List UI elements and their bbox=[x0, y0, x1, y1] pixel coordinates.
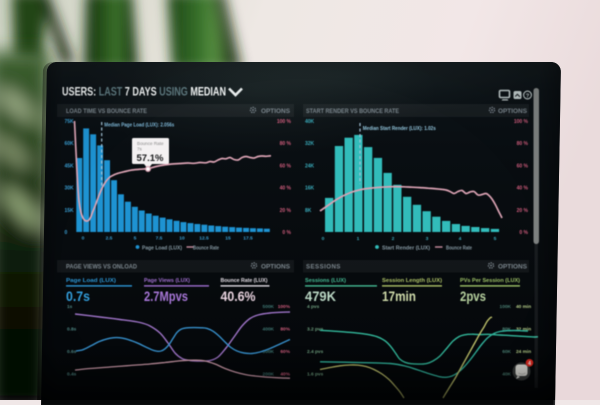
svg-text:?: ? bbox=[526, 94, 530, 100]
svg-text:40 %: 40 % bbox=[280, 186, 292, 192]
svg-text:17.5: 17.5 bbox=[243, 236, 253, 242]
svg-text:40.6%: 40.6% bbox=[221, 289, 256, 304]
svg-text:0 %: 0 % bbox=[519, 230, 528, 236]
svg-text:Bounce Rate: Bounce Rate bbox=[137, 141, 164, 146]
svg-text:Page Load (LUX): Page Load (LUX) bbox=[142, 246, 182, 252]
svg-text:60%: 60% bbox=[280, 349, 290, 355]
svg-text:15: 15 bbox=[225, 236, 231, 242]
svg-text:2.4 pvs: 2.4 pvs bbox=[307, 349, 324, 355]
svg-text:0.7s: 0.7s bbox=[66, 289, 90, 304]
svg-text:75K: 75K bbox=[65, 119, 75, 125]
svg-text:1.6 pvs: 1.6 pvs bbox=[307, 372, 324, 378]
svg-text:100%: 100% bbox=[278, 304, 291, 310]
svg-text:0.6s: 0.6s bbox=[67, 349, 77, 355]
svg-text:START RENDER VS BOUNCE RATE: START RENDER VS BOUNCE RATE bbox=[306, 108, 399, 115]
svg-text:24 min: 24 min bbox=[516, 349, 531, 355]
svg-text:20 %: 20 % bbox=[517, 208, 529, 214]
svg-text:5: 5 bbox=[134, 236, 137, 242]
svg-text:OPTIONS: OPTIONS bbox=[498, 108, 527, 115]
svg-text:4: 4 bbox=[528, 361, 531, 367]
svg-text:3: 3 bbox=[426, 236, 429, 242]
svg-text:7s: 7s bbox=[137, 147, 143, 152]
svg-text:SESSIONS: SESSIONS bbox=[306, 264, 341, 271]
svg-text:8K: 8K bbox=[305, 208, 312, 214]
svg-text:17min: 17min bbox=[382, 289, 416, 304]
svg-text:Median Page Load (LUX): 2.056s: Median Page Load (LUX): 2.056s bbox=[104, 123, 174, 129]
svg-text:0.8s: 0.8s bbox=[67, 327, 77, 333]
svg-text:0: 0 bbox=[322, 236, 325, 242]
svg-text:2pvs: 2pvs bbox=[460, 289, 486, 304]
svg-text:2.7Mpvs: 2.7Mpvs bbox=[144, 289, 188, 304]
svg-text:0: 0 bbox=[82, 236, 85, 242]
svg-text:500K: 500K bbox=[263, 304, 275, 310]
svg-text:20 %: 20 % bbox=[280, 208, 292, 214]
svg-text:Bounce Rate (LUX): Bounce Rate (LUX) bbox=[221, 278, 268, 284]
svg-text:OPTIONS: OPTIONS bbox=[261, 108, 290, 115]
svg-text:30K: 30K bbox=[65, 186, 75, 192]
svg-text:40 min: 40 min bbox=[516, 304, 531, 310]
svg-text:60 %: 60 % bbox=[280, 163, 292, 169]
svg-text:40K: 40K bbox=[305, 119, 315, 125]
svg-text:Bounce Rate: Bounce Rate bbox=[193, 246, 219, 252]
svg-text:Start Render (LUX): Start Render (LUX) bbox=[382, 246, 430, 252]
svg-text:100 %: 100 % bbox=[514, 119, 529, 125]
svg-text:OPTIONS: OPTIONS bbox=[498, 264, 527, 271]
svg-text:16K: 16K bbox=[305, 186, 315, 192]
svg-text:0: 0 bbox=[65, 230, 68, 236]
svg-text:0 %: 0 % bbox=[282, 230, 291, 236]
svg-text:Page Load (LUX): Page Load (LUX) bbox=[66, 278, 116, 284]
svg-text:1s: 1s bbox=[67, 304, 73, 310]
svg-text:24K: 24K bbox=[305, 163, 315, 169]
svg-text:15K: 15K bbox=[65, 208, 75, 214]
svg-text:80 %: 80 % bbox=[280, 141, 292, 147]
svg-text:100K: 100K bbox=[500, 304, 512, 310]
svg-text:400K: 400K bbox=[263, 327, 275, 333]
svg-text:10: 10 bbox=[179, 236, 185, 242]
svg-text:7.5: 7.5 bbox=[156, 236, 163, 242]
svg-text:2: 2 bbox=[392, 236, 395, 242]
svg-text:32K: 32K bbox=[305, 141, 315, 147]
svg-text:Median Start Render (LUX): 1.0: Median Start Render (LUX): 1.02s bbox=[363, 126, 436, 132]
svg-text:60K: 60K bbox=[502, 349, 511, 355]
svg-text:4: 4 bbox=[459, 236, 462, 242]
svg-text:0.4s: 0.4s bbox=[67, 372, 77, 378]
svg-text:Page Views (LUX): Page Views (LUX) bbox=[144, 278, 190, 284]
svg-text:100 %: 100 % bbox=[277, 119, 292, 125]
svg-text:40K: 40K bbox=[502, 372, 511, 378]
svg-text:80%: 80% bbox=[280, 327, 290, 333]
svg-text:OPTIONS: OPTIONS bbox=[261, 264, 290, 271]
svg-text:40 %: 40 % bbox=[517, 186, 529, 192]
svg-text:12.5: 12.5 bbox=[199, 236, 209, 242]
svg-text:PAGE VIEWS VS ONLOAD: PAGE VIEWS VS ONLOAD bbox=[66, 264, 137, 271]
svg-text:60K: 60K bbox=[65, 141, 75, 147]
svg-text:3.2 pvs: 3.2 pvs bbox=[307, 327, 324, 333]
svg-text:80 %: 80 % bbox=[517, 141, 529, 147]
svg-text:40%: 40% bbox=[280, 372, 290, 378]
svg-text:USERS: LAST 7 DAYS USING MEDIA: USERS: LAST 7 DAYS USING MEDIAN bbox=[62, 85, 226, 99]
svg-text:PVs Per Session (LUX): PVs Per Session (LUX) bbox=[460, 278, 520, 284]
svg-text:4 pvs: 4 pvs bbox=[307, 304, 320, 310]
svg-text:2.5: 2.5 bbox=[106, 236, 113, 242]
svg-text:60 %: 60 % bbox=[517, 163, 529, 169]
svg-text:57.1%: 57.1% bbox=[137, 153, 164, 164]
svg-text:1: 1 bbox=[357, 236, 360, 242]
svg-text:Bounce Rate: Bounce Rate bbox=[446, 246, 472, 252]
svg-text:LOAD TIME VS BOUNCE RATE: LOAD TIME VS BOUNCE RATE bbox=[66, 108, 147, 115]
svg-text:Session Length (LUX): Session Length (LUX) bbox=[382, 278, 442, 284]
svg-text:5: 5 bbox=[494, 236, 497, 242]
svg-text:45K: 45K bbox=[65, 163, 75, 169]
svg-text:479K: 479K bbox=[305, 289, 336, 304]
svg-text:Sessions (LUX): Sessions (LUX) bbox=[305, 278, 346, 284]
svg-text:32 min: 32 min bbox=[516, 327, 531, 333]
